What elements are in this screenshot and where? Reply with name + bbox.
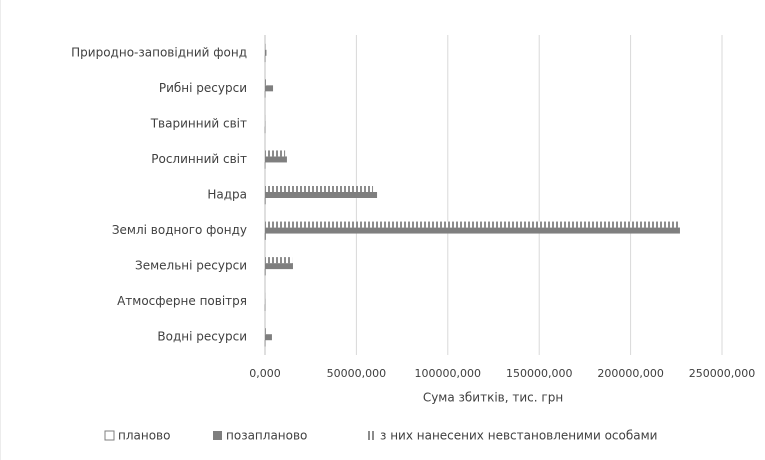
x-tick-label: 200000,000 (597, 367, 663, 380)
bar (265, 43, 266, 50)
y-tick-label: Рибні ресурси (159, 81, 247, 95)
x-tick-label: 0,000 (249, 367, 281, 380)
bar (264, 233, 266, 240)
y-tick-label: Земельні ресурси (135, 259, 247, 273)
legend-label: позапланово (226, 429, 307, 443)
bar (265, 85, 274, 92)
y-tick-label: Надра (207, 188, 247, 202)
x-tick-label: 250000,000 (689, 367, 755, 380)
y-tick-label: Природно-заповідний фонд (71, 45, 247, 59)
bar (265, 192, 378, 198)
bar (265, 334, 272, 341)
x-tick-label: 100000,000 (415, 367, 481, 380)
y-tick-label: Атмосферне повітря (117, 294, 247, 308)
legend-label: з них нанесених невстановленими особами (380, 429, 657, 443)
legend-label: планово (118, 429, 170, 443)
bar (265, 257, 293, 264)
y-tick-label: Землі водного фонду (112, 223, 247, 237)
y-tick-label: Тваринний світ (150, 116, 247, 130)
bar (265, 186, 374, 192)
y-tick-label: Водні ресурси (157, 330, 247, 344)
bar (265, 328, 266, 335)
bar (265, 156, 287, 163)
bar (265, 221, 679, 228)
bar (265, 79, 267, 86)
legend-swatch (104, 430, 115, 441)
x-axis-title: Сума збитків, тис. грн (423, 391, 563, 405)
bar (265, 49, 267, 56)
legend-swatch (213, 431, 222, 440)
bar (265, 263, 293, 270)
bar (265, 150, 286, 157)
legend-swatch (367, 431, 376, 440)
x-tick-label: 150000,000 (506, 367, 572, 380)
x-tick-label: 50000,000 (327, 367, 387, 380)
bar (265, 227, 680, 234)
y-tick-label: Рослинний світ (151, 152, 247, 166)
